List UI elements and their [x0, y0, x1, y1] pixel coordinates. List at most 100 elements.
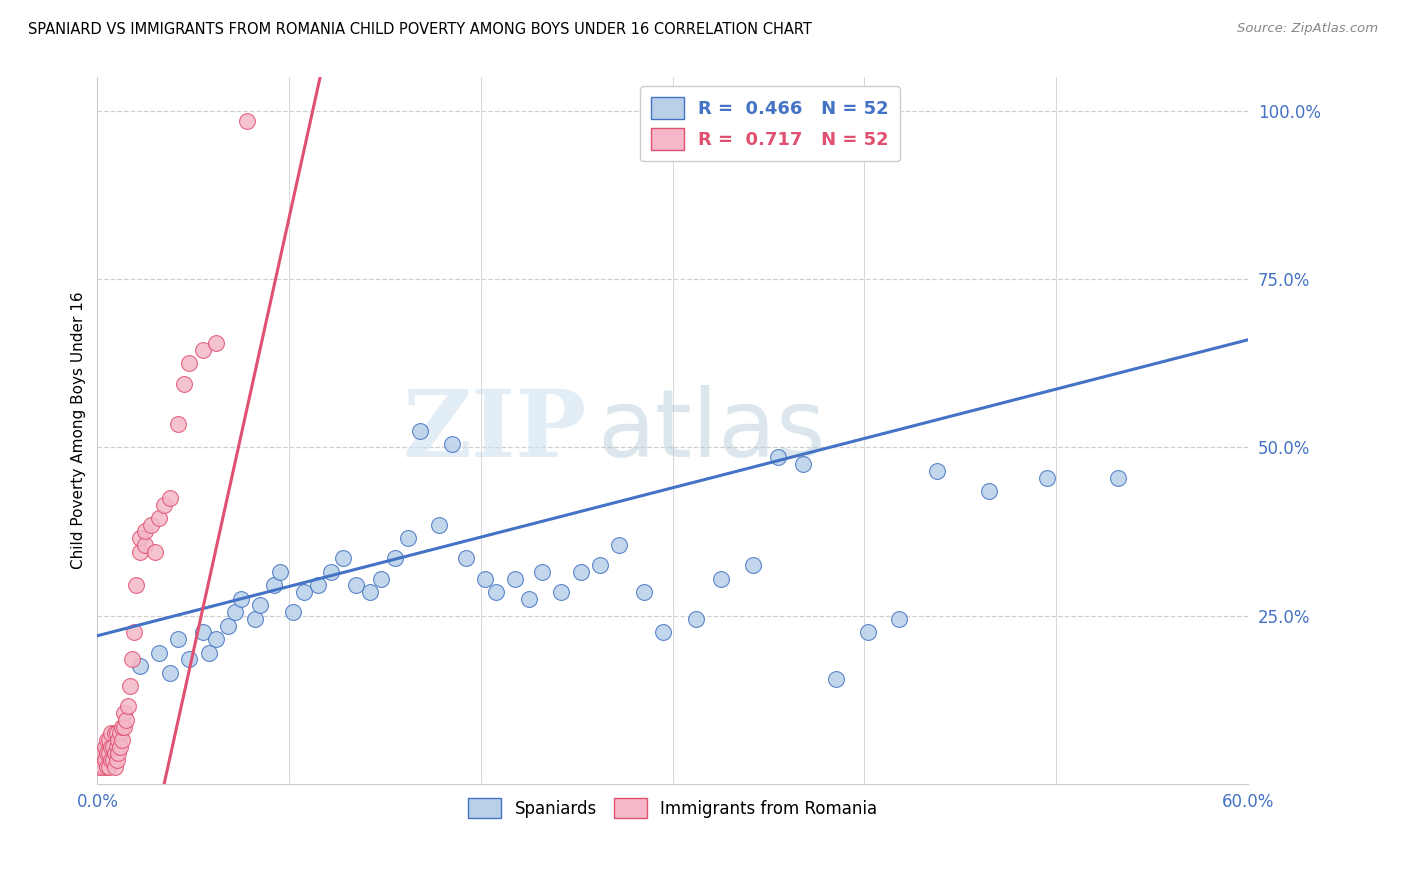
- Point: [122, 625, 145, 640]
- Point: [269, 565, 291, 579]
- Point: [710, 572, 733, 586]
- Point: [101, 739, 124, 754]
- Point: [97, 733, 120, 747]
- Point: [110, 726, 132, 740]
- Point: [96, 733, 118, 747]
- Point: [517, 591, 540, 606]
- Point: [125, 578, 148, 592]
- Point: [427, 517, 450, 532]
- Point: [977, 484, 1000, 499]
- Point: [359, 585, 381, 599]
- Point: [121, 652, 143, 666]
- Point: [148, 646, 170, 660]
- Point: [159, 665, 181, 680]
- Legend: Spaniards, Immigrants from Romania: Spaniards, Immigrants from Romania: [461, 791, 884, 825]
- Point: [105, 726, 128, 740]
- Point: [531, 565, 554, 579]
- Point: [243, 612, 266, 626]
- Point: [107, 733, 129, 747]
- Point: [474, 572, 496, 586]
- Text: Source: ZipAtlas.com: Source: ZipAtlas.com: [1237, 22, 1378, 36]
- Point: [112, 706, 135, 720]
- Point: [321, 565, 343, 579]
- Point: [824, 673, 846, 687]
- Point: [100, 753, 122, 767]
- Point: [589, 558, 612, 573]
- Point: [118, 679, 141, 693]
- Point: [117, 699, 139, 714]
- Point: [167, 417, 190, 431]
- Point: [454, 551, 477, 566]
- Point: [107, 747, 129, 761]
- Point: [143, 544, 166, 558]
- Point: [111, 720, 134, 734]
- Point: [105, 739, 128, 754]
- Point: [205, 632, 228, 646]
- Point: [179, 356, 201, 370]
- Point: [128, 531, 150, 545]
- Point: [766, 450, 789, 465]
- Point: [887, 612, 910, 626]
- Point: [1035, 471, 1057, 485]
- Point: [115, 713, 138, 727]
- Point: [263, 578, 285, 592]
- Point: [148, 511, 170, 525]
- Point: [742, 558, 765, 573]
- Point: [569, 565, 592, 579]
- Text: ZIP: ZIP: [402, 385, 586, 475]
- Point: [344, 578, 367, 592]
- Point: [91, 760, 114, 774]
- Point: [205, 336, 228, 351]
- Point: [281, 605, 304, 619]
- Point: [139, 517, 162, 532]
- Point: [179, 652, 201, 666]
- Point: [101, 753, 124, 767]
- Point: [384, 551, 406, 566]
- Point: [550, 585, 572, 599]
- Point: [104, 747, 127, 761]
- Point: [485, 585, 508, 599]
- Point: [217, 618, 239, 632]
- Point: [134, 538, 156, 552]
- Point: [505, 572, 527, 586]
- Point: [191, 625, 214, 640]
- Point: [159, 491, 181, 505]
- Point: [197, 646, 219, 660]
- Point: [652, 625, 675, 640]
- Point: [236, 114, 259, 128]
- Point: [100, 739, 122, 754]
- Point: [96, 747, 118, 761]
- Point: [633, 585, 655, 599]
- Point: [105, 753, 128, 767]
- Point: [332, 551, 354, 566]
- Point: [249, 599, 271, 613]
- Point: [112, 720, 135, 734]
- Point: [128, 544, 150, 558]
- Point: [224, 605, 246, 619]
- Point: [441, 437, 464, 451]
- Text: SPANIARD VS IMMIGRANTS FROM ROMANIA CHILD POVERTY AMONG BOYS UNDER 16 CORRELATIO: SPANIARD VS IMMIGRANTS FROM ROMANIA CHIL…: [28, 22, 813, 37]
- Point: [104, 760, 127, 774]
- Point: [408, 424, 430, 438]
- Point: [104, 726, 127, 740]
- Point: [111, 733, 134, 747]
- Point: [89, 760, 111, 774]
- Point: [90, 753, 112, 767]
- Point: [191, 343, 214, 357]
- Point: [167, 632, 190, 646]
- Point: [927, 464, 949, 478]
- Point: [110, 739, 132, 754]
- Point: [96, 760, 118, 774]
- Point: [128, 659, 150, 673]
- Point: [97, 747, 120, 761]
- Y-axis label: Child Poverty Among Boys Under 16: Child Poverty Among Boys Under 16: [72, 292, 86, 569]
- Point: [97, 760, 120, 774]
- Point: [685, 612, 707, 626]
- Point: [153, 498, 176, 512]
- Text: atlas: atlas: [598, 384, 827, 476]
- Point: [396, 531, 419, 545]
- Point: [858, 625, 880, 640]
- Point: [134, 524, 156, 539]
- Point: [370, 572, 392, 586]
- Point: [294, 585, 316, 599]
